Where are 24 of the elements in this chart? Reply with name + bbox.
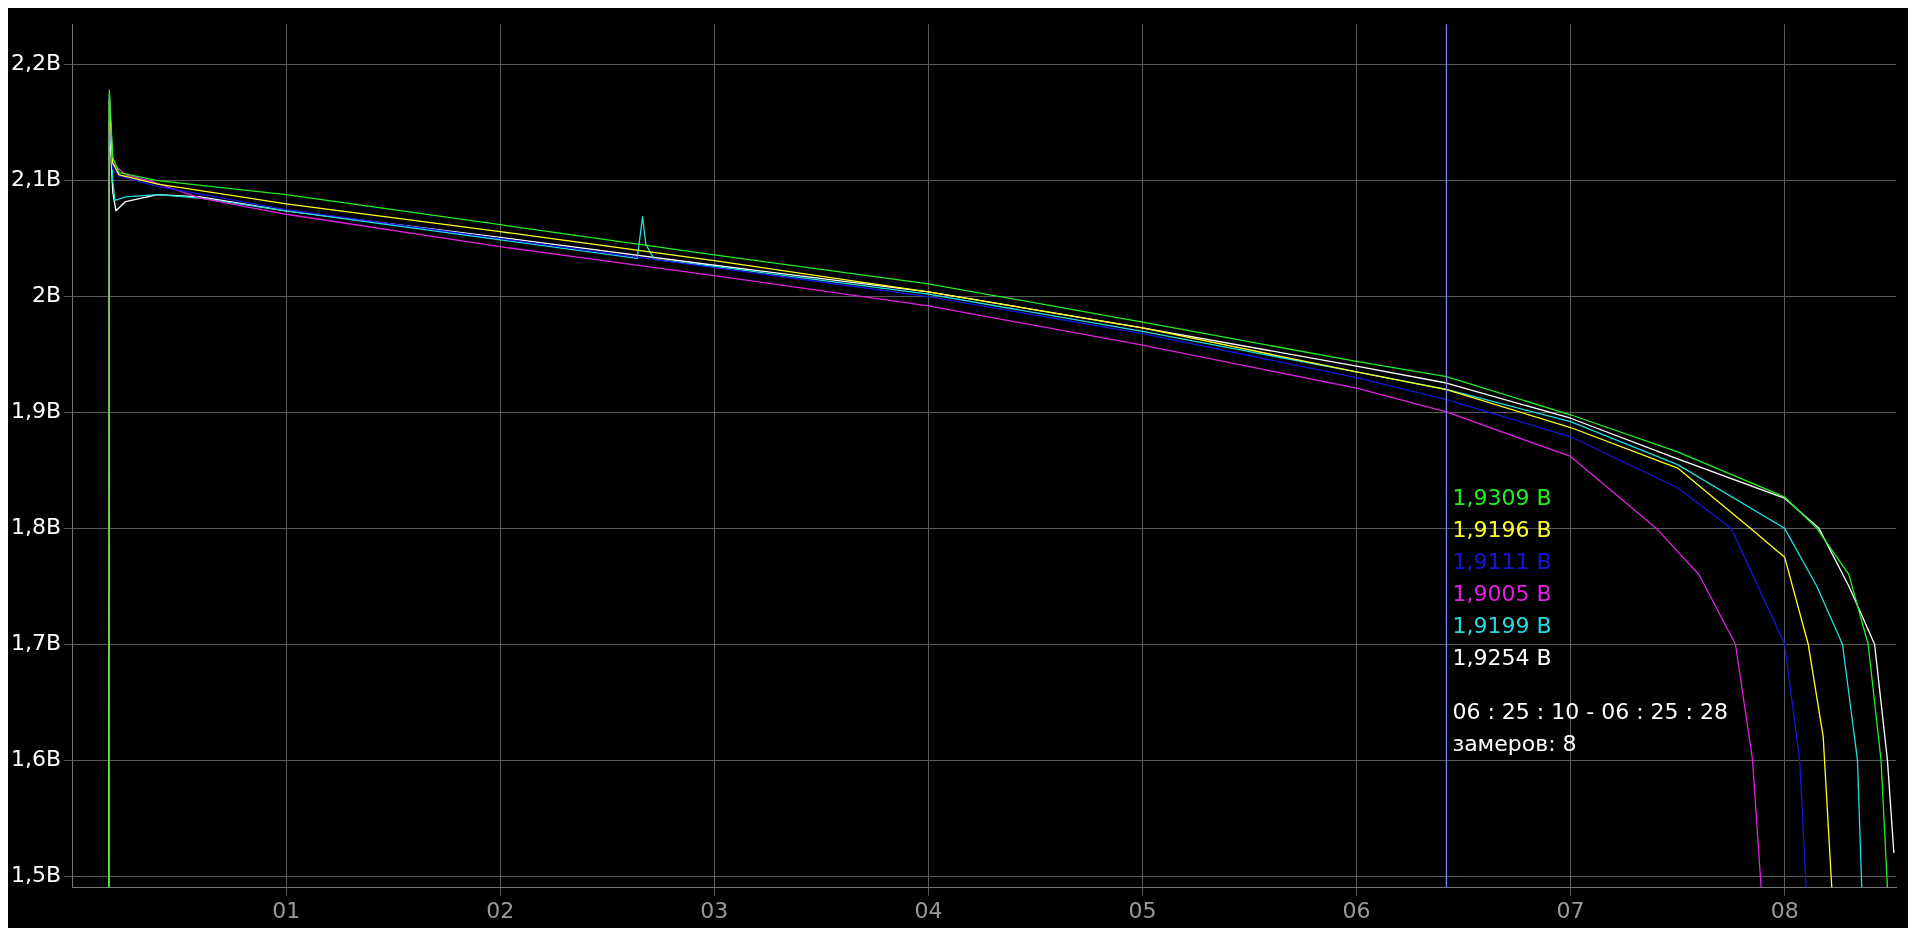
y-tick-label: 1,8В [10, 514, 62, 540]
x-tick-label: 08 [1770, 897, 1799, 923]
x-tick-label: 07 [1556, 897, 1585, 923]
annotation: 1,9005 В [1452, 580, 1552, 606]
annotation: 1,9199 В [1452, 612, 1552, 638]
annotation: замеров: 8 [1452, 730, 1577, 756]
x-tick-label: 06 [1342, 897, 1371, 923]
annotation: 1,9111 В [1452, 548, 1552, 574]
annotation: 1,9196 В [1452, 516, 1552, 542]
annotation: 1,9309 В [1452, 484, 1552, 510]
y-tick-label: 2В [31, 282, 62, 308]
x-tick-label: 02 [486, 897, 515, 923]
y-tick-label: 2,1В [10, 166, 62, 192]
y-tick-label: 1,6В [10, 745, 62, 771]
x-tick-label: 05 [1128, 897, 1157, 923]
y-tick-label: 1,7В [10, 629, 62, 655]
x-tick-label: 03 [700, 897, 729, 923]
y-tick-label: 1,5В [10, 861, 62, 887]
y-tick-label: 2,2В [10, 50, 62, 76]
annotation: 1,9254 В [1452, 644, 1552, 670]
x-tick-label: 04 [914, 897, 943, 923]
y-tick-label: 1,9В [10, 398, 62, 424]
x-tick-label: 01 [272, 897, 301, 923]
annotation: 06 : 25 : 10 - 06 : 25 : 28 [1452, 698, 1728, 724]
